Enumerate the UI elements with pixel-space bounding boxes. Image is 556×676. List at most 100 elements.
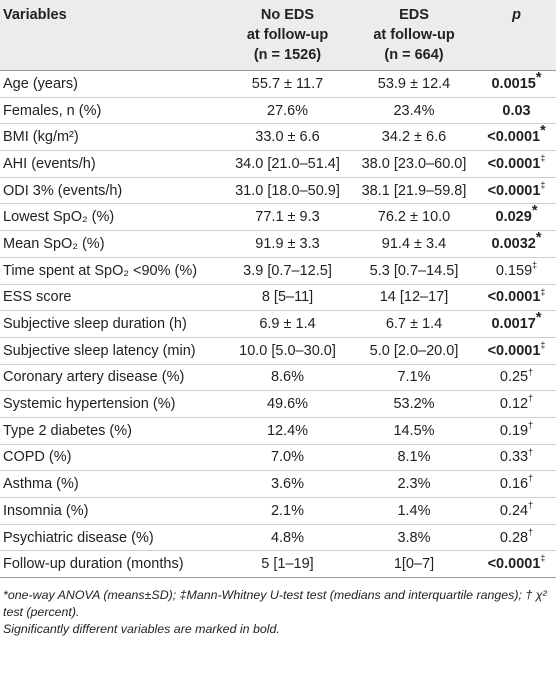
- header-eds-line3: (n = 664): [384, 47, 444, 63]
- no-eds-value: 3.9 [0.7–12.5]: [224, 257, 351, 285]
- eds-value: 6.7 ± 1.4: [351, 310, 477, 338]
- p-value-text: 0.159: [495, 262, 533, 279]
- table-row: ODI 3% (events/h) 31.0 [18.0–50.9] 38.1 [2…: [0, 177, 556, 205]
- p-value-text: 0.0017: [491, 316, 536, 333]
- variable-label-text: AHI (events/h): [3, 155, 96, 172]
- variable-label-text: Type 2 diabetes (%): [3, 422, 132, 439]
- no-eds-value-text: 34.0 [21.0–51.4]: [235, 155, 340, 172]
- header-no-eds-line1: No EDS: [260, 7, 315, 23]
- p-value: <0.0001‡: [477, 177, 556, 205]
- p-value: 0.12†: [477, 390, 556, 418]
- eds-value-text: 8.1%: [397, 449, 431, 466]
- table-row: Psychiatric disease (%) 4.8% 3.8% 0.28†: [0, 524, 556, 552]
- data-table: Variables No EDS at follow-up (n = 1526)…: [0, 0, 556, 579]
- no-eds-value-text: 2.1%: [270, 502, 305, 519]
- p-value-text: 0.16: [499, 476, 529, 493]
- table-row: Systemic hypertension (%) 49.6% 53.2% 0.12†: [0, 390, 556, 418]
- p-value-mark: ‡: [540, 286, 546, 297]
- table-row: Asthma (%) 3.6% 2.3% 0.16†: [0, 470, 556, 498]
- eds-value-text: 3.8%: [397, 529, 431, 546]
- eds-value: 14 [12–17]: [351, 284, 477, 312]
- p-value-text: <0.0001: [487, 182, 541, 199]
- eds-value: 53.9 ± 12.4: [351, 70, 477, 98]
- header-no-eds-line3: (n = 1526): [253, 47, 322, 63]
- no-eds-value-text: 55.7 ± 11.7: [251, 75, 324, 92]
- no-eds-value-text: 49.6%: [266, 396, 309, 413]
- p-value-mark: ‡: [540, 553, 546, 564]
- p-value-text: <0.0001: [487, 129, 541, 146]
- variable-label-text: Subjective sleep duration (h): [3, 316, 187, 333]
- table-row: ESS score 8 [5–11] 14 [12–17] <0.0001‡: [0, 284, 556, 312]
- p-value-text: 0.12: [499, 396, 529, 413]
- p-value: <0.0001‡: [477, 150, 556, 178]
- table-row: Females, n (%) 27.6% 23.4% 0.03: [0, 97, 556, 125]
- p-value: 0.28†: [477, 524, 556, 552]
- p-value-text: <0.0001: [487, 342, 541, 359]
- variable-label: Subjective sleep duration (h): [0, 310, 224, 338]
- variable-label-text: Time spent at SpO₂ <90% (%): [3, 262, 198, 279]
- eds-value-text: 2.3%: [397, 476, 431, 493]
- variable-label-text: Mean SpO₂ (%): [3, 235, 105, 252]
- eds-value: 1.4%: [351, 497, 477, 525]
- table-body: Age (years) 55.7 ± 11.7 53.9 ± 12.4 0.0015*…: [0, 70, 556, 579]
- variable-label: BMI (kg/m²): [0, 123, 224, 152]
- variable-label: Subjective sleep latency (min): [0, 337, 224, 365]
- no-eds-value: 49.6%: [224, 390, 351, 418]
- variable-label: ESS score: [0, 284, 224, 312]
- eds-value-text: 5.0 [2.0–20.0]: [369, 342, 459, 359]
- variable-label-text: COPD (%): [3, 449, 72, 466]
- header-no-eds-line2: at follow-up: [246, 27, 329, 43]
- p-value-mark: ‡: [540, 153, 546, 164]
- p-value: 0.029*: [477, 203, 556, 232]
- header-no-eds: No EDS at follow-up (n = 1526): [224, 0, 351, 71]
- p-value: 0.159‡: [477, 257, 556, 285]
- variable-label-text: Coronary artery disease (%): [3, 369, 185, 386]
- p-value-text: 0.0032: [491, 235, 536, 252]
- variable-label: Type 2 diabetes (%): [0, 417, 224, 445]
- eds-value-text: 14 [12–17]: [379, 289, 449, 306]
- eds-value-text: 34.2 ± 6.6: [381, 129, 447, 146]
- p-value-mark: ‡: [532, 259, 538, 270]
- eds-value-text: 7.1%: [397, 369, 431, 386]
- p-value-mark: †: [528, 500, 534, 511]
- variable-label: Mean SpO₂ (%): [0, 230, 224, 258]
- p-value: 0.19†: [477, 417, 556, 445]
- eds-value: 91.4 ± 3.4: [351, 230, 477, 258]
- variable-label-text: Subjective sleep latency (min): [3, 342, 196, 359]
- footnote-bold: Significantly different variables are ma…: [3, 622, 280, 637]
- p-value-mark: *: [531, 203, 538, 220]
- p-value-mark: †: [528, 526, 534, 537]
- eds-value: 38.1 [21.9–59.8]: [351, 177, 477, 205]
- eds-value-text: 38.1 [21.9–59.8]: [361, 182, 467, 199]
- p-value-text: <0.0001: [487, 155, 541, 172]
- no-eds-value: 4.8%: [224, 524, 351, 552]
- header-eds-line1: EDS: [399, 7, 429, 23]
- variable-label-text: Systemic hypertension (%): [3, 396, 176, 413]
- p-value: 0.03: [477, 97, 556, 125]
- no-eds-value-text: 6.9 ± 1.4: [259, 316, 316, 333]
- p-value: 0.25†: [477, 364, 556, 392]
- variable-label-text: ESS score: [3, 289, 72, 306]
- no-eds-value-text: 91.9 ± 3.3: [255, 235, 320, 252]
- no-eds-value-text: 3.9 [0.7–12.5]: [243, 262, 332, 279]
- eds-value: 3.8%: [351, 524, 477, 552]
- p-value-text: 0.25: [499, 369, 529, 386]
- variable-label-text: Follow-up duration (months): [3, 556, 184, 573]
- eds-value: 38.0 [23.0–60.0]: [351, 150, 477, 178]
- eds-value: 14.5%: [351, 417, 477, 445]
- p-value: 0.24†: [477, 497, 556, 525]
- variable-label: Time spent at SpO₂ <90% (%): [0, 257, 224, 285]
- variable-label: Age (years): [0, 70, 224, 98]
- no-eds-value-text: 31.0 [18.0–50.9]: [235, 182, 340, 199]
- variable-label-text: Females, n (%): [3, 102, 102, 119]
- variable-label-text: Asthma (%): [3, 476, 79, 493]
- variable-label: Psychiatric disease (%): [0, 524, 224, 552]
- variable-label-text: Age (years): [3, 75, 78, 92]
- p-value-mark: ‡: [540, 179, 546, 190]
- eds-value-text: 14.5%: [393, 422, 435, 439]
- no-eds-value-text: 12.4%: [266, 422, 309, 439]
- eds-value-text: 91.4 ± 3.4: [381, 235, 447, 252]
- no-eds-value-text: 8.6%: [270, 369, 305, 386]
- eds-value: 2.3%: [351, 470, 477, 498]
- no-eds-value: 55.7 ± 11.7: [224, 70, 351, 98]
